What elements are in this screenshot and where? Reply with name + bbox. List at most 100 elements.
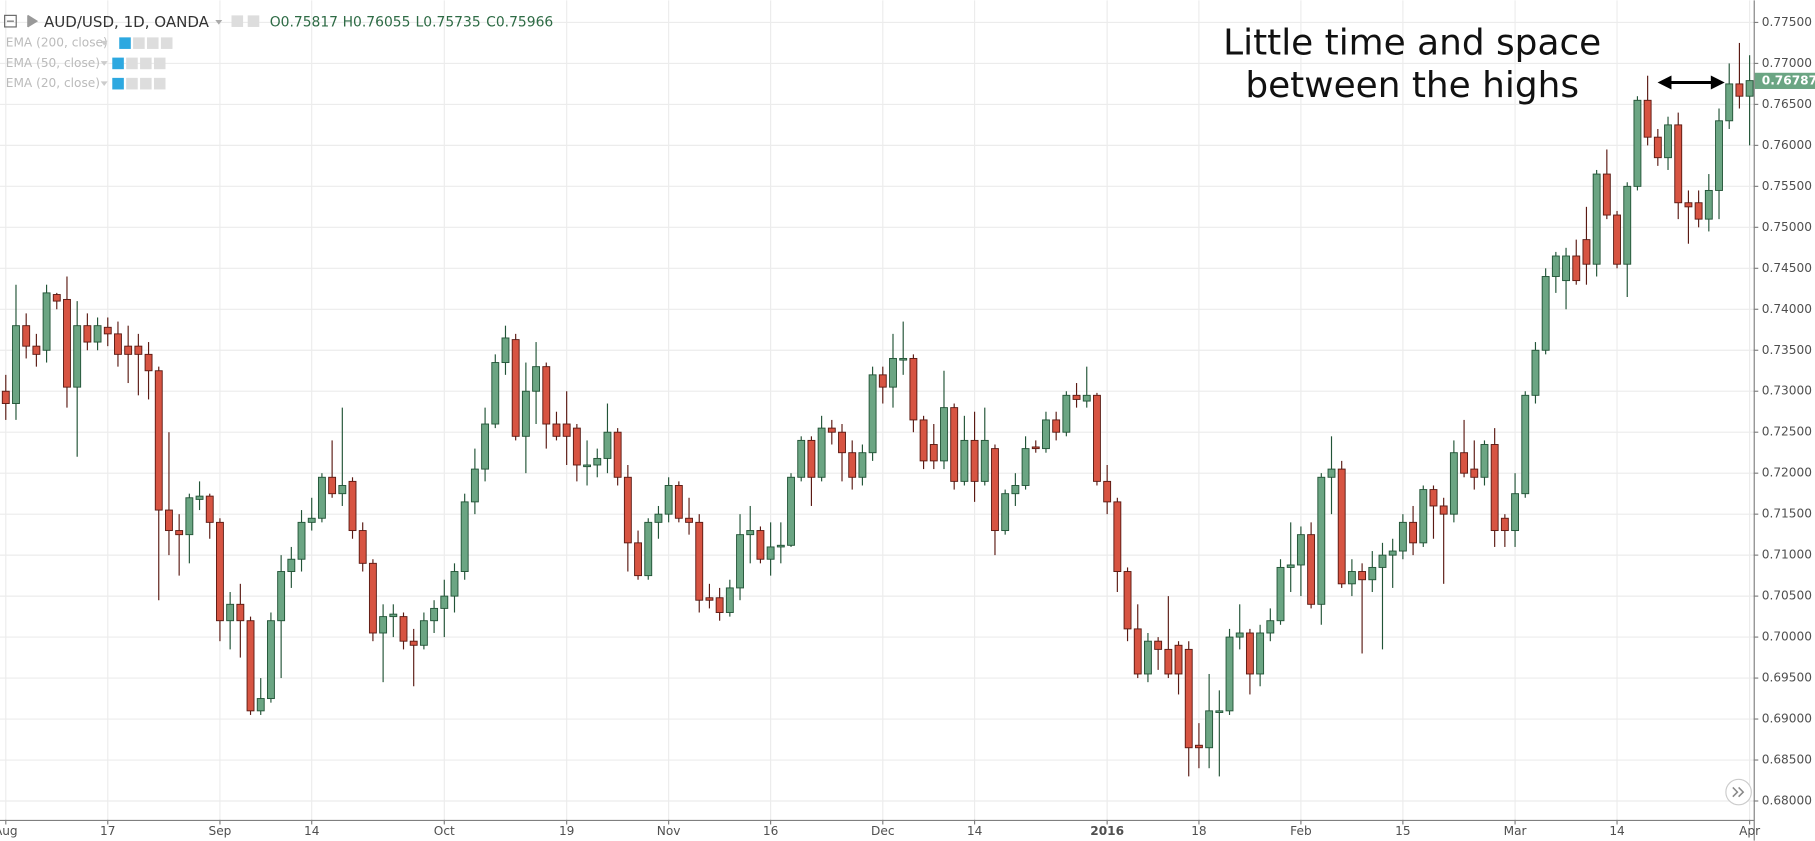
candle-body [1715,120,1723,191]
last-price-box [1754,72,1815,89]
indicator-button[interactable] [112,57,124,70]
candle-body [1541,276,1550,351]
settings-icon[interactable] [247,15,260,27]
y-tick-label: 0.69500 [1762,671,1812,685]
candle-body [1521,394,1530,495]
candle-body [715,597,724,613]
x-tick-label: Nov [657,824,681,838]
candle-body [103,326,112,335]
candle-body [766,546,775,560]
indicator-button[interactable] [153,57,166,70]
candle-body [848,452,857,478]
candle-body [73,325,82,388]
indicator-button[interactable] [160,37,173,49]
dropdown-arrow[interactable] [215,19,223,25]
candle-body [1470,468,1479,478]
candle-body [450,571,459,597]
y-tick-label: 0.76000 [1762,138,1812,152]
candle-body [1144,640,1152,675]
candle-body [725,587,734,613]
candle-body [114,333,122,355]
indicator-button[interactable] [126,57,138,70]
candle-body [1511,493,1519,532]
indicator-button[interactable] [140,57,152,70]
candle-body [521,390,530,437]
y-tick-label: 0.71500 [1762,507,1812,521]
candle-body [195,495,204,500]
candle-body [287,558,296,572]
candle-body [1245,632,1254,675]
candle-body [1021,448,1030,486]
candle-body [1052,419,1061,433]
y-tick-label: 0.73500 [1762,343,1812,357]
y-tick-label: 0.75000 [1762,220,1812,234]
axes: 0.68000 0.68500 0.69000 0.69500 0.70000 0.705… [0,15,1815,838]
candle-body [787,476,795,546]
candle-body [1460,452,1469,474]
collapse-icon[interactable] [4,14,17,28]
scroll-button[interactable] [1725,778,1752,806]
candle-body [552,423,561,437]
candle-body [1001,493,1010,532]
legend-header: AUD/USD, 1D, OANDA O0.75817 H0.76055 L0.… [4,13,553,31]
candle-body [317,476,326,519]
candle-body [756,530,765,560]
dropdown-arrow [100,40,108,46]
y-tick-label: 0.68500 [1762,753,1812,767]
candle-body [379,616,388,634]
scroll-button-icon [1732,786,1745,798]
indicator-button[interactable] [112,77,124,90]
y-tick-label: 0.69000 [1762,712,1812,726]
indicator-button[interactable] [133,37,145,49]
indicator-button[interactable] [126,77,138,90]
indicator-button[interactable] [140,77,152,90]
ohlc-low: L0.75735 [416,14,481,30]
candle-body [991,448,999,532]
indicator-button[interactable] [153,77,166,90]
candle-body [205,495,214,523]
candle-body [1205,710,1214,749]
candle-body [470,468,479,503]
candle-body [52,294,61,302]
ohlc-close: C0.75966 [486,14,553,30]
candle-body [297,521,306,560]
x-tick-label: Feb [1290,824,1312,838]
x-tick-label: Aug [0,824,18,838]
candle-body [878,374,887,388]
candle-body [1653,136,1662,159]
candle-body [22,325,31,347]
candle-body [1011,485,1020,495]
candle-body [664,485,673,515]
y-tick-label: 0.73000 [1762,384,1812,398]
indicator-button[interactable] [119,37,131,49]
arrow-head [1710,75,1725,90]
candle-body [368,562,377,634]
x-tick-label: Sep [208,824,231,838]
candle-body [1266,620,1275,634]
candle-body [348,480,357,532]
candle-body [338,485,347,495]
scroll-button-circle[interactable] [1725,778,1752,806]
indicator-label: EMA (200, close) [6,36,108,50]
candle-body [1643,99,1652,138]
x-tick-label: 18 [1191,824,1206,838]
candle-body [695,521,704,601]
indicator-button[interactable] [147,37,159,49]
settings-icon[interactable] [231,15,244,27]
candle-body [1164,648,1173,675]
candle-body [827,427,836,433]
x-tick-label: 14 [1609,824,1625,838]
candle-body [165,509,173,532]
candle-body [1449,452,1458,515]
candle-body [63,298,71,388]
candle-body [83,325,92,343]
candle-body [419,620,428,646]
dropdown-arrow [100,81,108,86]
candle-body [736,534,744,589]
x-tick-label: Mar [1504,824,1527,838]
candle-body [817,427,826,478]
candles [1,42,1754,777]
